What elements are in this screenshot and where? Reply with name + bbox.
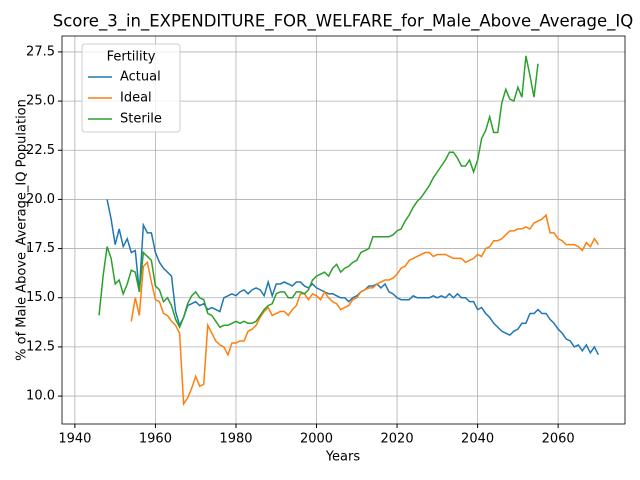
y-tick-label: 27.5	[26, 44, 55, 59]
legend-box	[81, 43, 181, 133]
y-tick-label: 25.0	[26, 94, 55, 109]
chart-title: Score_3_in_EXPENDITURE_FOR_WELFARE_for_M…	[53, 12, 634, 32]
x-tick-label: 2000	[300, 432, 333, 447]
x-tick-label: 1940	[58, 432, 91, 447]
legend-title: Fertility	[107, 50, 156, 65]
y-tick-label: 17.5	[26, 241, 55, 256]
legend-label: Ideal	[120, 91, 152, 106]
series-line	[98, 55, 539, 330]
x-axis-label: Years	[325, 450, 361, 465]
x-tick-label: 2020	[381, 432, 414, 447]
y-tick-label: 15.0	[26, 290, 55, 305]
x-tick-label: 1960	[139, 432, 172, 447]
series-line	[106, 199, 600, 356]
x-tick-label: 2040	[461, 432, 494, 447]
series-line	[130, 213, 600, 407]
x-tick-label: 2060	[542, 432, 575, 447]
y-tick-label: 20.0	[26, 192, 55, 207]
y-axis-label: % of Male Above_Average_IQ Population	[15, 99, 30, 361]
plot-frame	[61, 35, 626, 425]
y-tick-label: 12.5	[26, 339, 55, 354]
legend-label: Sterile	[120, 112, 162, 127]
x-tick-label: 1980	[219, 432, 252, 447]
y-tick-label: 10.0	[26, 389, 55, 404]
legend-label: Actual	[120, 70, 161, 85]
legend: Fertility Actual Ideal Sterile	[81, 43, 181, 133]
y-tick-label: 22.5	[26, 143, 55, 158]
